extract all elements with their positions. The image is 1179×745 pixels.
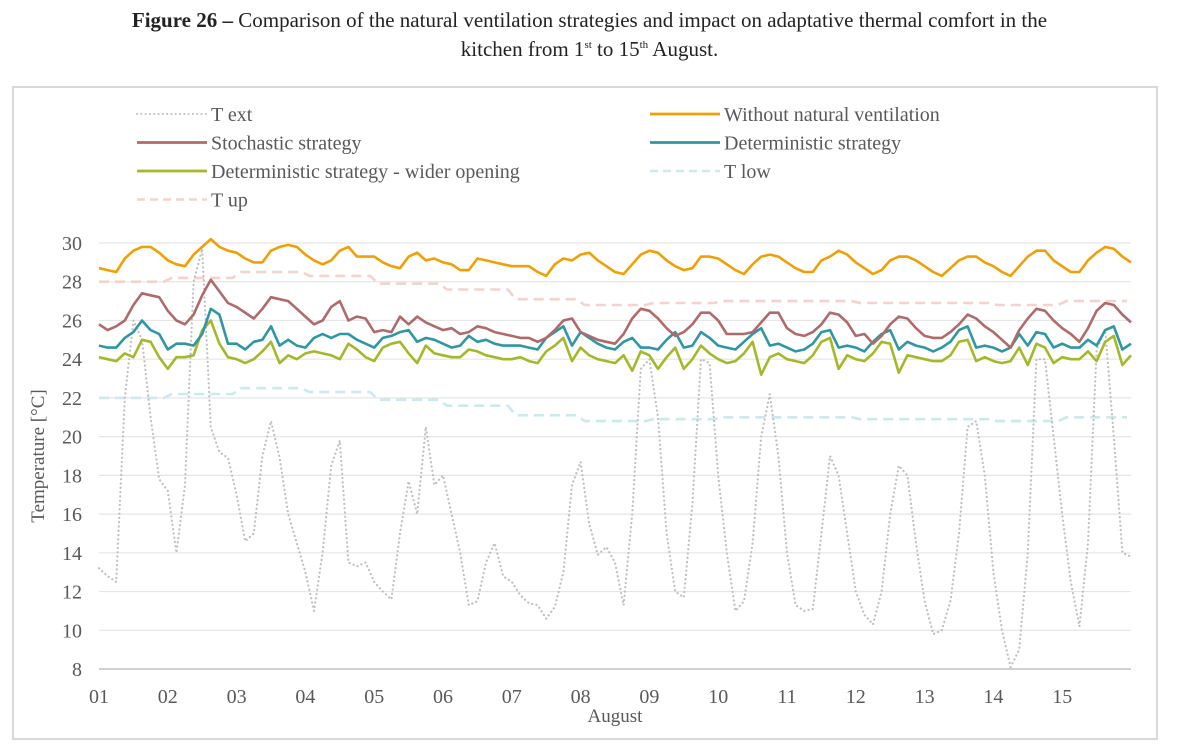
y-tick-label: 28 (62, 272, 82, 294)
legend-label: T low (724, 161, 771, 183)
series-line-deterministic-strategy-wider-opening (98, 319, 1132, 376)
legend-label: Deterministic strategy - wider opening (211, 161, 520, 183)
legend-item: T low (650, 161, 771, 183)
legend-label: T up (211, 190, 248, 212)
x-tick-label: 11 (777, 686, 796, 708)
y-tick-label: 16 (62, 504, 82, 526)
figure-caption: Figure 26 – Comparison of the natural ve… (0, 6, 1179, 64)
caption-sup-1: st (584, 39, 592, 51)
x-tick-label: 01 (89, 686, 109, 708)
legend-label: T ext (211, 104, 253, 126)
caption-text-a: kitchen from 1 (460, 37, 585, 61)
legend-item: Without natural ventilation (650, 104, 940, 126)
series-line-t-up (99, 270, 1127, 307)
series-line-t-low (99, 386, 1127, 423)
y-tick-label: 22 (62, 388, 82, 410)
series-line-without-natural-ventilation (98, 237, 1132, 278)
legend-item: T up (137, 190, 248, 212)
y-tick-label: 12 (62, 582, 82, 604)
legend-item: Deterministic strategy (650, 133, 901, 155)
caption-text-c: August. (648, 37, 719, 61)
x-tick-label: 13 (915, 686, 935, 708)
legend-item: Deterministic strategy - wider opening (137, 161, 520, 183)
series-line-deterministic-strategy (98, 307, 1132, 353)
series-line-t-ext (97, 247, 1133, 669)
x-tick-label: 07 (502, 686, 522, 708)
y-tick-label: 18 (62, 465, 82, 487)
x-tick-label: 03 (227, 686, 247, 708)
caption-line-1: Figure 26 – Comparison of the natural ve… (0, 6, 1179, 35)
y-tick-label: 30 (62, 233, 82, 255)
x-tick-label: 10 (708, 686, 728, 708)
y-tick-label: 14 (62, 543, 82, 565)
x-tick-label: 02 (158, 686, 178, 708)
caption-text-b: to 15 (591, 37, 640, 61)
series-lines (97, 237, 1133, 669)
gridlines (99, 242, 1131, 670)
y-tick-label: 24 (62, 349, 82, 371)
x-tick-label: 15 (1052, 686, 1072, 708)
x-tick-label: 14 (983, 686, 1003, 708)
x-tick-label: 06 (433, 686, 453, 708)
y-tick-label: 10 (62, 620, 82, 642)
y-axis-ticks: 8 10 12 14 16 18 20 22 24 26 28 30 (62, 233, 82, 681)
y-tick-label: 26 (62, 310, 82, 332)
x-tick-label: 09 (639, 686, 659, 708)
x-axis-ticks: 01 02 03 04 05 06 07 08 09 10 11 12 13 14 15 (89, 686, 1072, 708)
x-tick-label: 04 (295, 686, 315, 708)
legend-label: Stochastic strategy (211, 133, 362, 155)
x-axis-title: August (588, 706, 644, 727)
series-line-stochastic-strategy (98, 278, 1132, 349)
y-axis-title: Temperature [°C] (28, 389, 49, 522)
legend-label: Without natural ventilation (724, 104, 940, 126)
legend: T ext Without natural ventilation Stochast… (136, 104, 940, 212)
x-tick-label: 08 (571, 686, 591, 708)
chart-frame (12, 86, 1158, 740)
x-tick-label: 12 (846, 686, 866, 708)
legend-item: Stochastic strategy (137, 133, 362, 155)
legend-label: Deterministic strategy (724, 133, 901, 155)
x-tick-label: 05 (364, 686, 384, 708)
y-tick-label: 20 (62, 427, 82, 449)
legend-item: T ext (136, 104, 253, 126)
caption-text: Comparison of the natural ventilation st… (233, 8, 1048, 32)
y-tick-label: 8 (72, 659, 82, 681)
caption-line-2: kitchen from 1st to 15th August. (0, 35, 1179, 64)
figure-label: Figure 26 – (131, 8, 233, 32)
caption-sup-2: th (639, 39, 649, 51)
